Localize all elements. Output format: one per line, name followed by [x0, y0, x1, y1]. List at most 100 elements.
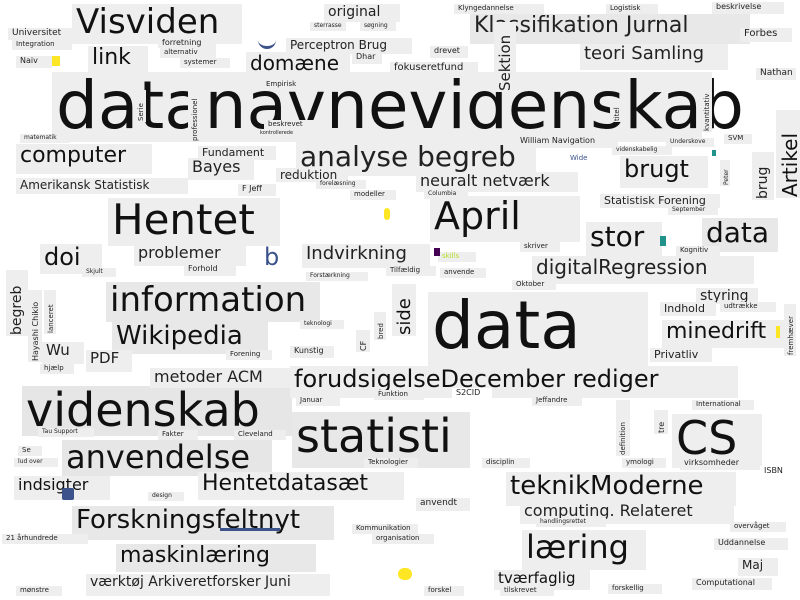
- accent-mark: [712, 150, 716, 156]
- cloud-word: metoder ACM: [150, 368, 294, 388]
- cloud-word: b: [264, 243, 280, 271]
- cloud-word: videnskab: [22, 386, 292, 436]
- cloud-word: information: [106, 282, 320, 322]
- cloud-word: alternativ: [160, 48, 216, 58]
- cloud-word: lud over: [14, 458, 58, 467]
- cloud-word: Nathan: [756, 68, 796, 80]
- cloud-word: problemer: [134, 244, 246, 266]
- cloud-word: Tilfældig: [386, 266, 436, 276]
- cloud-word: Kommunikation: [352, 524, 418, 534]
- cloud-word: Indhold: [660, 302, 716, 316]
- cloud-word: sterrasse: [310, 22, 346, 31]
- cloud-word: William Navigation: [516, 136, 618, 148]
- cloud-word: Hayashi Chikio: [28, 290, 42, 362]
- cloud-word: Wide: [566, 154, 598, 164]
- cloud-word: teori Samling: [580, 44, 728, 70]
- cloud-word: kontrollerede: [256, 130, 306, 138]
- cloud-word: Computational: [692, 578, 772, 590]
- cloud-word: Se: [18, 446, 42, 456]
- cloud-word: Kognitiv: [676, 246, 720, 256]
- cloud-word: maskinlæring: [116, 544, 316, 572]
- cloud-word: overvåget: [730, 522, 786, 532]
- cloud-word: Integration: [12, 40, 72, 50]
- cloud-word: S2CID: [452, 388, 492, 400]
- cloud-word: Artikel: [776, 110, 800, 198]
- cloud-word: anvendelse: [62, 440, 272, 476]
- cloud-word: professionel: [188, 84, 200, 142]
- cloud-word: datanavnevidenskab: [52, 72, 744, 142]
- cloud-word: lanceret: [44, 290, 56, 334]
- cloud-word: Naiv: [16, 56, 52, 68]
- cloud-word: Hentetdatasæt: [198, 472, 404, 500]
- accent-mark: [52, 56, 60, 66]
- cloud-word: hjælp: [40, 364, 74, 374]
- cloud-word: stor: [586, 222, 662, 256]
- cloud-word: fremhæver: [784, 304, 796, 356]
- cloud-word: International: [692, 400, 754, 410]
- cloud-word: mønstre: [16, 586, 62, 596]
- cloud-word: titel: [610, 100, 622, 122]
- cloud-word: drevet: [430, 46, 468, 58]
- cloud-word: ymologi: [622, 458, 666, 468]
- cloud-word: Fundament: [198, 146, 276, 160]
- cloud-word: fokuseretfund: [390, 62, 478, 76]
- cloud-word: Uddannelse: [714, 538, 788, 550]
- cloud-word: forretning: [158, 38, 216, 48]
- cloud-word: digitalRegression: [532, 256, 754, 284]
- cloud-word: original: [324, 4, 400, 22]
- cloud-word: tre: [654, 410, 668, 434]
- cloud-word: anvendt: [416, 498, 470, 511]
- cloud-word: virksomheder: [680, 458, 762, 470]
- cloud-word: kvantitativ: [700, 72, 712, 132]
- cloud-word: Underskove: [666, 138, 714, 147]
- accent-mark: [660, 236, 666, 246]
- cloud-word: tværfaglig: [494, 570, 590, 590]
- cloud-word: systemer: [180, 58, 230, 68]
- cloud-word: Teknologier: [364, 458, 418, 468]
- cloud-word: styring: [696, 288, 758, 304]
- cloud-word: Funktion: [374, 390, 424, 400]
- cloud-word: disciplin: [482, 458, 530, 468]
- cloud-word: F Jeff: [238, 184, 276, 196]
- cloud-word: Forbes: [740, 28, 792, 42]
- cloud-word: begreb: [6, 270, 28, 336]
- accent-mark: [398, 568, 412, 580]
- cloud-word: Amerikansk Statistisk: [16, 178, 188, 194]
- cloud-word: forelæsning: [316, 180, 366, 189]
- cloud-word: anvende: [440, 268, 486, 278]
- cloud-word: reduktion: [276, 168, 348, 182]
- cloud-word: neuralt netværk: [416, 172, 578, 192]
- cloud-word: Universitet: [8, 28, 80, 40]
- cloud-word: brug: [752, 152, 774, 200]
- cloud-word: Forhold: [184, 264, 236, 276]
- accent-mark: [258, 36, 276, 49]
- cloud-word: Jeffandre: [532, 396, 582, 406]
- accent-mark: [220, 528, 280, 545]
- cloud-word: Indvirkning: [302, 244, 430, 268]
- cloud-word: ISBN: [760, 466, 794, 478]
- cloud-word: data: [428, 292, 648, 374]
- cloud-word: Hentet: [108, 198, 280, 246]
- cloud-word: minedrift: [662, 320, 784, 348]
- cloud-word: SVM: [724, 134, 752, 144]
- cloud-word: Oktober: [512, 280, 556, 290]
- cloud-word: CF: [356, 330, 370, 352]
- cloud-word: Wu: [42, 342, 84, 364]
- cloud-word: Sektion: [494, 22, 516, 92]
- cloud-word: definition: [616, 400, 630, 456]
- cloud-word: værktøj Arkiveretforsker Juni: [86, 574, 330, 596]
- cloud-word: organisation: [372, 534, 434, 544]
- cloud-word: Forskningsfeltnyt: [72, 506, 334, 540]
- cloud-word: domæne: [246, 52, 350, 76]
- cloud-word: tilskrevet: [500, 586, 554, 596]
- cloud-word: modeller: [350, 190, 396, 200]
- cloud-word: beskrivelse: [712, 2, 784, 14]
- cloud-word: Maj: [738, 558, 778, 576]
- cloud-word: Klassifikation Jurnal: [470, 14, 750, 44]
- cloud-word: Tau Support: [38, 428, 94, 437]
- cloud-word: handlingsrettet: [536, 518, 606, 527]
- cloud-word: design: [148, 492, 184, 501]
- cloud-word: side: [392, 284, 416, 336]
- cloud-word: videnskabelig: [612, 146, 672, 155]
- cloud-word: September: [668, 206, 718, 215]
